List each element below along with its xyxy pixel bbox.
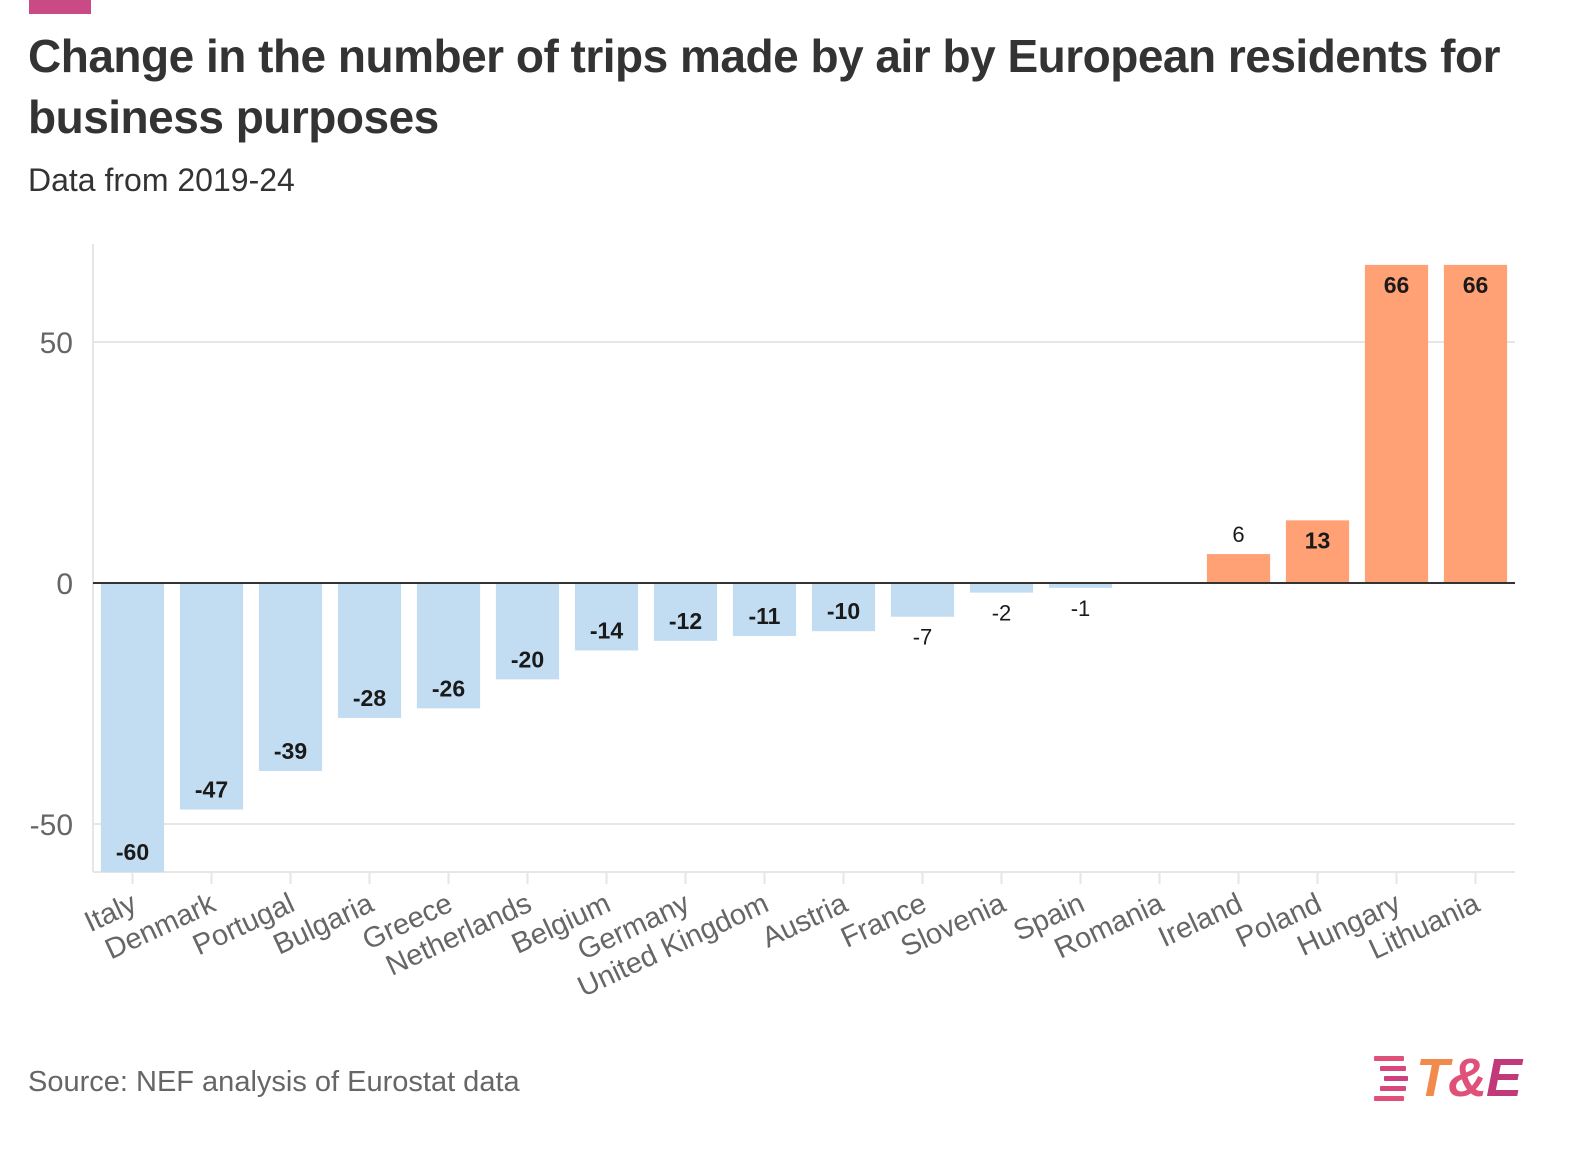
x-tick-label: Ireland (1154, 887, 1248, 953)
data-label: -11 (749, 603, 781, 629)
logo-wordmark: T&E (1416, 1048, 1522, 1108)
data-label: -60 (116, 839, 149, 865)
bar (1206, 554, 1271, 583)
bar (1443, 264, 1508, 583)
data-label: -12 (669, 608, 702, 634)
bar (100, 583, 165, 873)
data-label: 13 (1305, 527, 1331, 553)
bar (179, 583, 244, 810)
data-label: -20 (511, 646, 544, 672)
grid-lines (92, 244, 1515, 873)
bar (732, 583, 797, 637)
bar (969, 583, 1034, 593)
bar (416, 583, 481, 709)
bar (811, 583, 876, 632)
chart-title: Change in the number of trips made by ai… (28, 30, 1501, 143)
data-label: 66 (1463, 272, 1489, 298)
bar (337, 583, 402, 718)
x-tick-label: Austria (757, 887, 853, 955)
te-logo: T&E (1372, 1048, 1552, 1108)
data-label: -7 (913, 625, 933, 650)
bar (890, 583, 955, 617)
data-label: -10 (827, 598, 860, 624)
bar (258, 583, 323, 771)
bar (653, 583, 718, 641)
data-label: 6 (1232, 522, 1244, 547)
accent-bar (29, 0, 91, 14)
source-note: Source: NEF analysis of Eurostat data (28, 1066, 520, 1098)
data-label: -1 (1071, 596, 1091, 621)
bar (495, 583, 560, 680)
data-label: -14 (590, 617, 623, 643)
data-label: -39 (274, 738, 307, 764)
bars (100, 264, 1508, 873)
chart-subtitle: Data from 2019-24 (28, 162, 295, 198)
axes: -50050ItalyDenmarkPortugalBulgariaGreece… (30, 327, 1515, 1004)
data-label: -28 (353, 685, 386, 711)
y-tick-label: -50 (30, 809, 73, 842)
bar (1285, 520, 1350, 583)
y-tick-label: 50 (40, 327, 73, 360)
data-label: 66 (1384, 272, 1410, 298)
bar (1048, 583, 1113, 588)
logo-stripes-icon (1374, 1056, 1410, 1102)
bar (574, 583, 639, 651)
bar (1364, 264, 1429, 583)
data-label: -47 (195, 777, 228, 803)
data-label: -26 (432, 675, 465, 701)
data-labels: -60 -47 -39 -28 -26 -20 -14 -12 -11 -10 -7 -2 -1 6 13 6… (116, 272, 1488, 865)
bar-chart: -50050ItalyDenmarkPortugalBulgariaGreece… (30, 244, 1515, 1004)
y-tick-label: 0 (56, 568, 73, 601)
data-label: -2 (992, 601, 1012, 626)
